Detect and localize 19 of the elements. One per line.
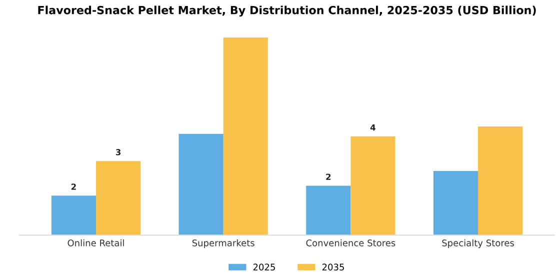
bar — [223, 38, 268, 236]
data-label: 2 — [71, 184, 76, 190]
x-tick-label: Online Retail — [68, 239, 124, 246]
bar — [350, 136, 396, 236]
bar — [478, 126, 523, 236]
chart-title: Flavored-Snack Pellet Market, By Distribution Channel, 2025-2035 (USD Billion) — [38, 6, 536, 17]
data-label: 3 — [116, 149, 121, 156]
bar — [96, 161, 141, 236]
bar — [433, 170, 478, 236]
data-label: 4 — [370, 124, 376, 130]
legend-label: 2025 — [253, 264, 275, 270]
bar — [306, 186, 351, 236]
bar — [51, 196, 96, 236]
legend-label: 2035 — [322, 264, 344, 270]
bar — [178, 134, 224, 236]
x-tick-label: Specialty Stores — [442, 239, 514, 248]
x-tick-label: Convenience Stores — [306, 239, 396, 246]
x-tick-label: Supermarkets — [192, 239, 254, 248]
data-label: 2 — [326, 174, 331, 180]
